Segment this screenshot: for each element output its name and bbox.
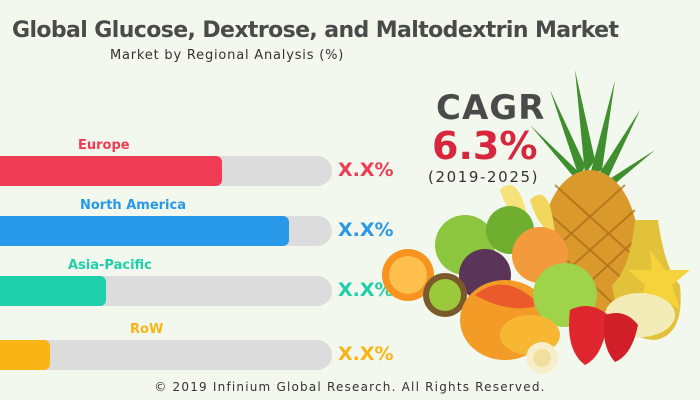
bar-label: Asia-Pacific [68, 258, 152, 273]
bar [0, 156, 223, 186]
chart-title: Global Glucose, Dextrose, and Maltodextr… [12, 18, 619, 43]
cagr-value: 6.3% [432, 124, 538, 168]
bar-track [0, 156, 332, 186]
cagr-period: (2019-2025) [428, 168, 540, 186]
bar-track [0, 276, 332, 306]
bar-track [0, 340, 332, 370]
bar-value-label: X.X% [338, 219, 394, 241]
bar-value-label: X.X% [338, 343, 394, 365]
bar [0, 340, 50, 370]
cagr-label: CAGR [436, 88, 546, 128]
bar-label: Europe [78, 138, 130, 153]
bar [0, 216, 289, 246]
fruit-assortment-icon [382, 70, 690, 374]
bar [0, 276, 107, 306]
bar-label: RoW [130, 322, 164, 337]
bar-value-label: X.X% [338, 159, 394, 181]
copyright-footer: © 2019 Infinium Global Research. All Rig… [154, 380, 546, 394]
bar-track [0, 216, 332, 246]
chart-subtitle: Market by Regional Analysis (%) [110, 48, 345, 63]
bar-value-label: X.X% [338, 279, 394, 301]
bar-label: North America [80, 198, 186, 213]
